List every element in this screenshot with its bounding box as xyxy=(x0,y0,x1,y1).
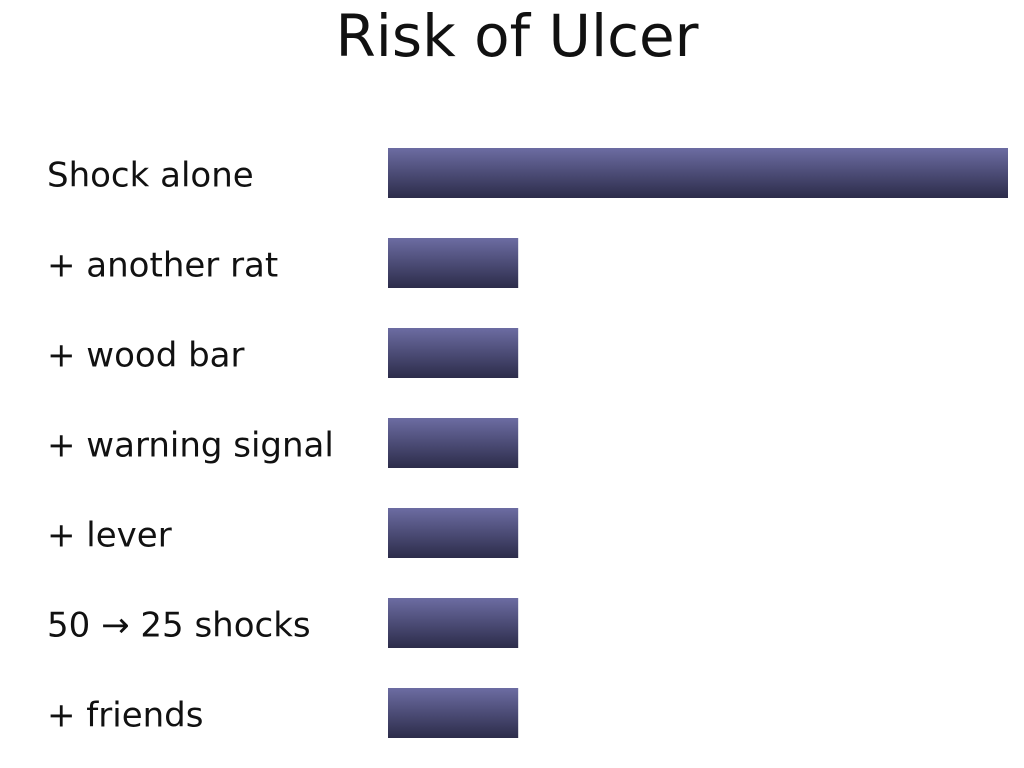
category-label: + lever xyxy=(47,516,172,556)
category-label: + another rat xyxy=(47,246,278,286)
category-label: Shock alone xyxy=(47,156,254,196)
bar xyxy=(388,328,519,378)
bar xyxy=(388,238,519,288)
chart-title: Risk of Ulcer xyxy=(336,2,699,70)
category-label: 50 → 25 shocks xyxy=(47,606,311,646)
bar xyxy=(388,598,519,648)
bar xyxy=(388,418,519,468)
bar xyxy=(388,688,519,738)
bar xyxy=(388,508,519,558)
category-label: + friends xyxy=(47,696,203,736)
category-label: + wood bar xyxy=(47,336,245,376)
category-label: + warning signal xyxy=(47,426,334,466)
bar xyxy=(388,148,1008,198)
